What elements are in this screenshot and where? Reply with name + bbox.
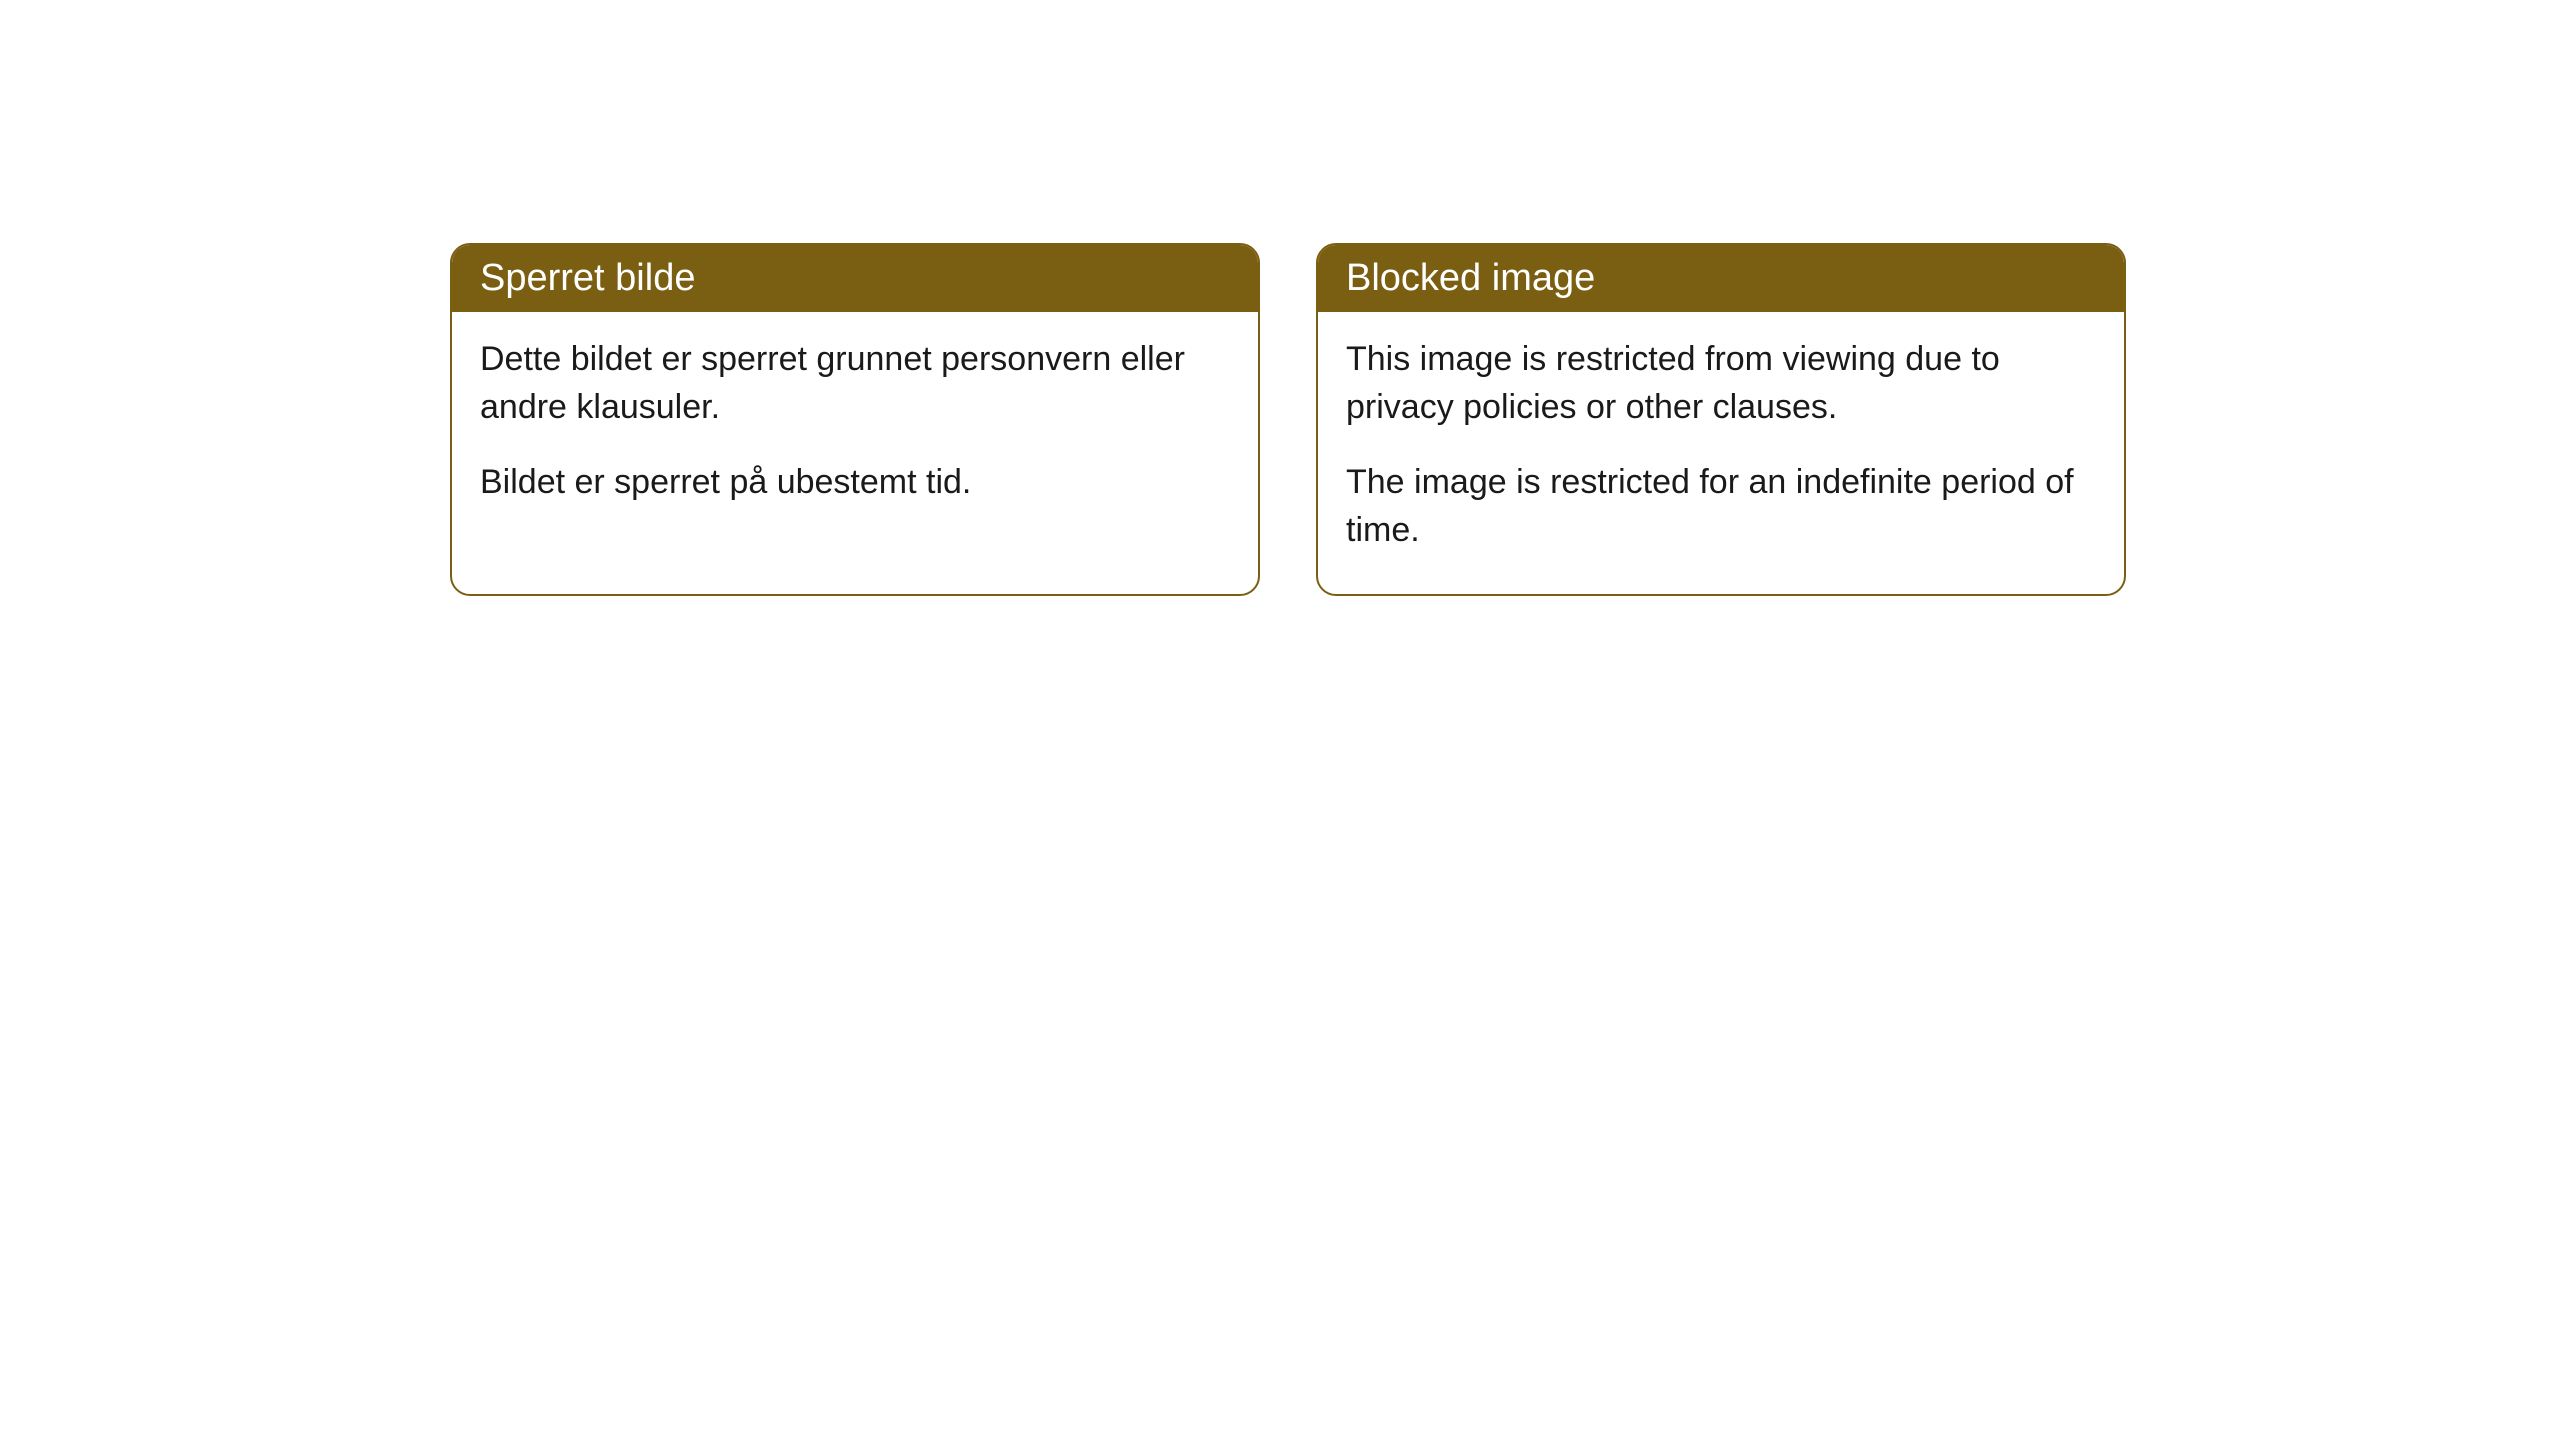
cards-container: Sperret bilde Dette bildet er sperret gr… (450, 243, 2126, 596)
card-paragraph-2: The image is restricted for an indefinit… (1346, 459, 2096, 554)
card-header-english: Blocked image (1318, 245, 2124, 312)
card-norwegian: Sperret bilde Dette bildet er sperret gr… (450, 243, 1260, 596)
card-paragraph-1: Dette bildet er sperret grunnet personve… (480, 336, 1230, 431)
card-title: Blocked image (1346, 257, 1595, 299)
card-header-norwegian: Sperret bilde (452, 245, 1258, 312)
card-paragraph-2: Bildet er sperret på ubestemt tid. (480, 459, 1230, 507)
card-title: Sperret bilde (480, 257, 695, 299)
card-paragraph-1: This image is restricted from viewing du… (1346, 336, 2096, 431)
card-body-english: This image is restricted from viewing du… (1318, 312, 2124, 594)
card-body-norwegian: Dette bildet er sperret grunnet personve… (452, 312, 1258, 547)
card-english: Blocked image This image is restricted f… (1316, 243, 2126, 596)
